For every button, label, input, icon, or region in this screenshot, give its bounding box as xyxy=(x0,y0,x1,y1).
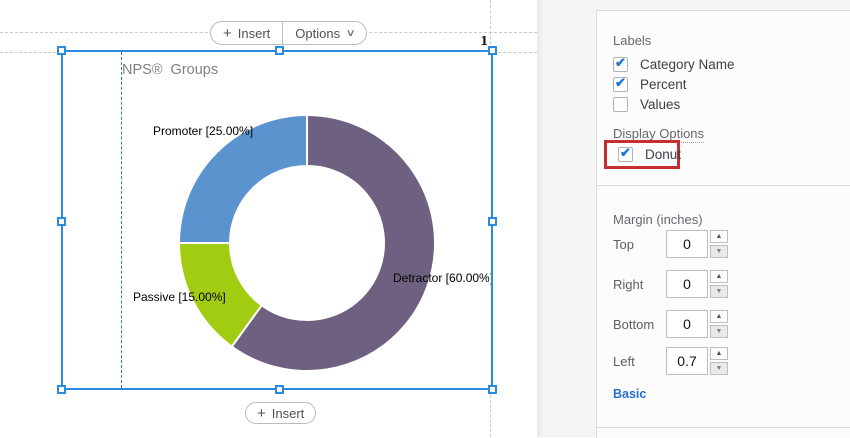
slice-label-promoter: Promoter [25.00%] xyxy=(153,124,254,138)
margin-top-stepper: ▲ ▼ xyxy=(710,230,728,258)
checkbox-label: Donut xyxy=(645,147,682,162)
display-options-label: Display Options xyxy=(613,126,705,143)
stepper-down-icon[interactable]: ▼ xyxy=(710,245,728,258)
plus-icon: + xyxy=(257,404,266,422)
insert-button-label: Insert xyxy=(237,25,271,41)
resize-handle-bottom-left[interactable] xyxy=(57,385,66,394)
alignment-guide-left xyxy=(0,52,61,53)
insert-button-bottom-label: Insert xyxy=(271,405,305,421)
margin-left-stepper: ▲ ▼ xyxy=(710,347,728,375)
alignment-guide-right xyxy=(493,52,537,53)
basic-link[interactable]: Basic xyxy=(613,387,647,401)
donut-slice-promoter[interactable] xyxy=(178,114,308,244)
checkbox-donut[interactable]: Donut xyxy=(618,145,682,162)
margin-top-field: ▲ ▼ xyxy=(666,230,728,258)
slice-label-detractor: Detractor [60.00%] xyxy=(393,271,493,285)
bottom-toolbar: + Insert xyxy=(245,402,317,424)
margin-bottom-stepper: ▲ ▼ xyxy=(710,310,728,338)
margin-left-field: ▲ ▼ xyxy=(666,347,728,375)
left-margin-guide xyxy=(121,52,122,388)
section-divider xyxy=(597,427,850,428)
stepper-down-icon[interactable]: ▼ xyxy=(710,325,728,338)
slice-label-detractor-clip: Detractor [60.00%] xyxy=(393,271,493,287)
margin-bottom-label: Bottom xyxy=(613,317,655,332)
stepper-up-icon[interactable]: ▲ xyxy=(710,270,728,283)
checkbox-category-name[interactable]: Category Name xyxy=(613,55,735,72)
page-edge-guide-top xyxy=(490,0,491,50)
margin-right-field: ▲ ▼ xyxy=(666,270,728,298)
margin-section-title: Margin (inches) xyxy=(613,212,703,227)
stepper-up-icon[interactable]: ▲ xyxy=(710,230,728,243)
options-button[interactable]: Options ∨ xyxy=(282,22,366,44)
resize-handle-top-center[interactable] xyxy=(275,46,284,55)
chevron-down-icon: ∨ xyxy=(345,27,356,39)
page-number: 1 xyxy=(480,34,489,48)
insert-button[interactable]: + Insert xyxy=(211,22,282,44)
checkbox-label: Percent xyxy=(640,77,687,92)
resize-handle-top-left[interactable] xyxy=(57,46,66,55)
checkbox-icon[interactable] xyxy=(613,75,628,92)
margin-right-input[interactable] xyxy=(666,270,708,298)
margin-bottom-field: ▲ ▼ xyxy=(666,310,728,338)
checkbox-percent[interactable]: Percent xyxy=(613,75,687,92)
highlight-box xyxy=(604,140,680,169)
page-toolbar: + Insert Options ∨ xyxy=(210,21,368,45)
stepper-up-icon[interactable]: ▲ xyxy=(710,310,728,323)
chart-title: NPS® Groups xyxy=(122,62,219,78)
page-edge-guide-bottom xyxy=(490,390,491,437)
donut-chart[interactable] xyxy=(177,113,437,373)
margin-top-input[interactable] xyxy=(666,230,708,258)
plus-icon: + xyxy=(223,24,232,42)
margin-right-label: Right xyxy=(613,277,644,292)
margin-left-input[interactable] xyxy=(666,347,708,375)
stepper-down-icon[interactable]: ▼ xyxy=(710,362,728,375)
resize-handle-bottom-right[interactable] xyxy=(488,385,497,394)
checkbox-icon[interactable] xyxy=(613,97,628,112)
properties-sidebar: Labels Category Name Percent Values Disp… xyxy=(537,0,850,438)
options-button-label: Options xyxy=(295,25,341,41)
checkbox-label: Values xyxy=(640,97,681,112)
stepper-up-icon[interactable]: ▲ xyxy=(710,347,728,360)
chart-options-card: Labels Category Name Percent Values Disp… xyxy=(596,10,850,438)
checkbox-values[interactable]: Values xyxy=(613,97,680,112)
checkbox-icon[interactable] xyxy=(613,55,628,72)
display-options-section-title: Display Options xyxy=(613,126,705,143)
labels-section-title: Labels xyxy=(613,33,652,48)
resize-handle-bottom-center[interactable] xyxy=(275,385,284,394)
insert-button-bottom[interactable]: + Insert xyxy=(246,403,315,423)
slice-label-passive: Passive [15.00%] xyxy=(133,290,226,304)
margin-bottom-input[interactable] xyxy=(666,310,708,338)
resize-handle-middle-left[interactable] xyxy=(57,217,66,226)
slide-canvas: + Insert Options ∨ 1 NPS® Groups Promote… xyxy=(0,0,537,437)
donut-slice-detractor[interactable] xyxy=(230,114,436,372)
checkbox-label: Category Name xyxy=(640,57,735,72)
chart-selection-box[interactable] xyxy=(57,46,497,394)
resize-handle-top-right[interactable] xyxy=(488,46,497,55)
checkbox-icon[interactable] xyxy=(618,145,633,162)
margin-left-label: Left xyxy=(613,354,635,369)
margin-right-stepper: ▲ ▼ xyxy=(710,270,728,298)
stepper-down-icon[interactable]: ▼ xyxy=(710,285,728,298)
margin-top-label: Top xyxy=(613,237,634,252)
section-divider xyxy=(597,185,850,186)
resize-handle-middle-right[interactable] xyxy=(488,217,497,226)
